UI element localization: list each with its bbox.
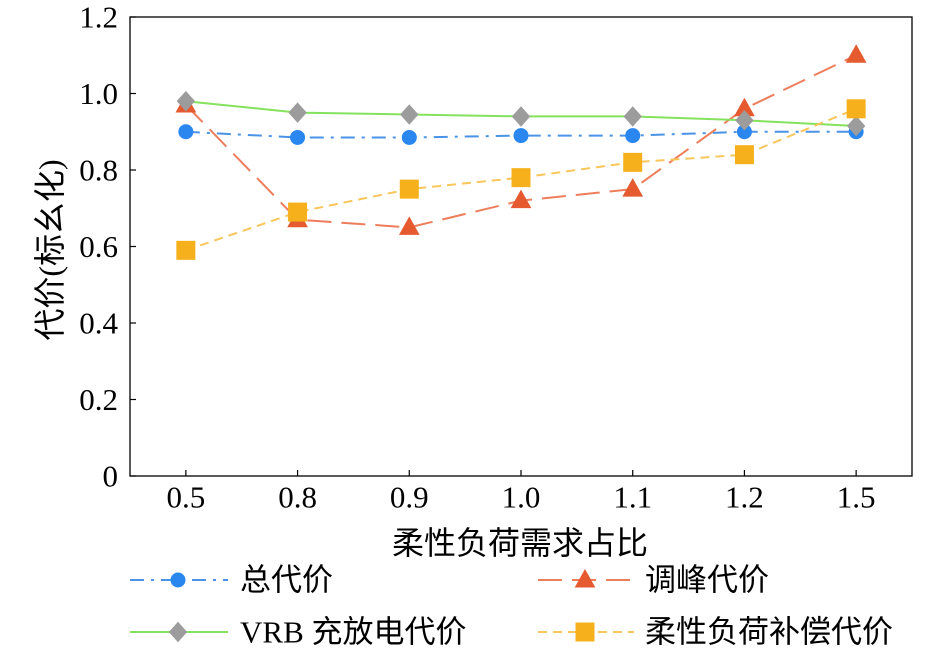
series-3-point-7	[846, 115, 866, 137]
y-tick-label: 1.2	[79, 0, 118, 35]
x-tick-label: 0.5	[166, 480, 205, 515]
legend-marker	[574, 568, 596, 588]
series-3	[176, 90, 866, 137]
x-tick-label: 1.2	[725, 480, 764, 515]
series-1-point-5	[625, 128, 641, 144]
x-tick-label: 0.9	[390, 480, 429, 515]
x-tick-label: 1.5	[837, 480, 876, 515]
x-tick-label: 1.1	[613, 480, 652, 515]
series-3-point-1	[176, 90, 196, 112]
series-1-point-4	[513, 128, 529, 144]
series-4-point-5	[623, 152, 643, 172]
y-tick-label: 0.6	[79, 229, 118, 264]
legend-item: VRB 充放电代价	[130, 615, 467, 650]
y-tick-label: 0.2	[79, 382, 118, 417]
series-3-point-4	[511, 106, 531, 127]
series-2-point-4	[510, 189, 532, 209]
series-3-point-6	[735, 110, 754, 131]
legend-marker	[575, 622, 595, 642]
series-4-point-1	[176, 240, 196, 260]
series-layer	[175, 44, 867, 260]
series-2-point-5	[622, 178, 644, 197]
series-3-point-2	[288, 102, 307, 123]
y-tick-label: 1.0	[79, 76, 118, 111]
legend-label: 总代价	[240, 563, 333, 598]
series-1-point-3	[401, 129, 417, 145]
legend: 总代价 调峰代价 VRB 充放电代价 柔性负荷补偿代价	[130, 563, 893, 650]
series-1-point-1	[178, 124, 194, 140]
x-tick-label: 1.0	[502, 480, 541, 515]
legend-marker	[168, 621, 188, 643]
axis-ticks: 0.5 0.8 0.9 1.0 1.1 1.2 1.5 0 0.2 0.4 0.6 0.8 1.0 1.2	[79, 0, 875, 515]
series-4-point-7	[846, 99, 866, 119]
y-tick-label: 0.4	[79, 306, 118, 341]
series-4-point-4	[511, 168, 531, 188]
y-axis-label: 代价(标幺化)	[32, 159, 68, 340]
legend-item: 柔性负荷补偿代价	[538, 615, 893, 650]
legend-label: 柔性负荷补偿代价	[645, 615, 893, 650]
legend-label: 调峰代价	[645, 563, 769, 598]
legend-marker	[170, 572, 186, 588]
legend-item: 调峰代价	[538, 563, 769, 598]
legend-label: VRB 充放电代价	[240, 615, 467, 650]
series-2-point-3	[398, 216, 420, 235]
legend-item: 总代价	[130, 563, 333, 598]
series-4-point-6	[734, 145, 754, 165]
series-2-point-7	[845, 44, 867, 63]
series-4-point-3	[399, 179, 419, 199]
series-3-point-5	[623, 106, 642, 127]
x-tick-label: 0.8	[278, 480, 317, 515]
y-tick-label: 0.8	[79, 153, 118, 188]
series-1-point-2	[290, 129, 306, 145]
series-4	[176, 99, 866, 260]
x-axis-label: 柔性负荷需求占比	[392, 525, 648, 561]
y-tick-label: 0	[103, 459, 119, 494]
series-4-point-2	[288, 202, 308, 222]
series-3-point-3	[400, 104, 419, 125]
